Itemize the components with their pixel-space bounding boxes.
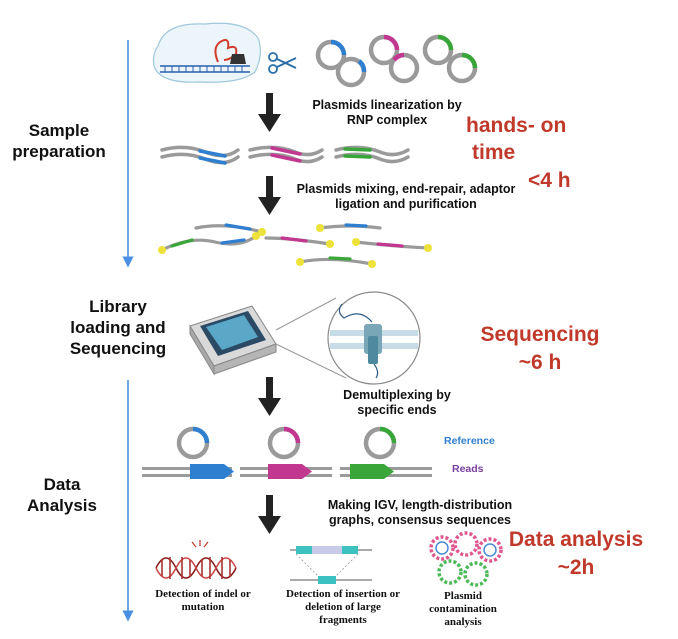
step-linearization: Plasmids linearization by RNP complex (312, 98, 462, 127)
step-igv: Making IGV, length-distribution graphs, … (327, 498, 513, 527)
stage-label-sample-preparation: Sample preparation (12, 121, 106, 161)
step-arrow (258, 495, 281, 534)
plasmid-icons-top (315, 34, 478, 88)
zoom-line (275, 343, 347, 379)
timing-analysis-duration: ~2h (557, 556, 595, 579)
adaptor-ends (158, 224, 432, 268)
sequencer-device-illustration (189, 305, 277, 376)
dna-helix-icon (155, 540, 237, 579)
linearized-plasmids (160, 145, 410, 165)
rnp-complex-illustration (152, 22, 261, 83)
legend-reads: Reads (452, 463, 484, 475)
reads-alignment (142, 464, 432, 479)
step-arrow (258, 93, 281, 132)
step-arrow (258, 176, 281, 215)
insertion-deletion-schematic (290, 546, 372, 584)
timing-analysis-label: Data analysis (508, 528, 644, 551)
stage-label-data-analysis: Data Analysis (27, 475, 97, 515)
timing-hands-on-line3: <4 h (528, 169, 571, 192)
zoom-line (275, 297, 337, 331)
step-demultiplexing: Demultiplexing by specific ends (343, 388, 451, 417)
reference-plasmids (176, 426, 397, 460)
timing-sequencing-duration: ~6 h (518, 351, 562, 374)
timing-hands-on-line1: hands- on (466, 114, 567, 137)
scissors-icon (268, 52, 297, 74)
stage-label-library-sequencing: Library loading and Sequencing (69, 297, 167, 358)
step-mixing: Plasmids mixing, end-repair, adaptor lig… (296, 182, 516, 211)
step-arrow (258, 377, 281, 416)
timing-sequencing-label: Sequencing (480, 323, 600, 346)
timing-hands-on-line2: time (472, 141, 516, 164)
output-insertion-label: Detection of insertion or deletion of la… (286, 588, 400, 626)
contamination-plasmids (429, 531, 503, 587)
output-contamination-label: Plasmid contamination analysis (429, 590, 497, 628)
adaptor-ligated-fragments (160, 223, 430, 266)
legend-reference: Reference (444, 435, 495, 447)
output-indel-label: Detection of indel or mutation (155, 588, 251, 613)
nanopore-illustration (327, 291, 421, 385)
